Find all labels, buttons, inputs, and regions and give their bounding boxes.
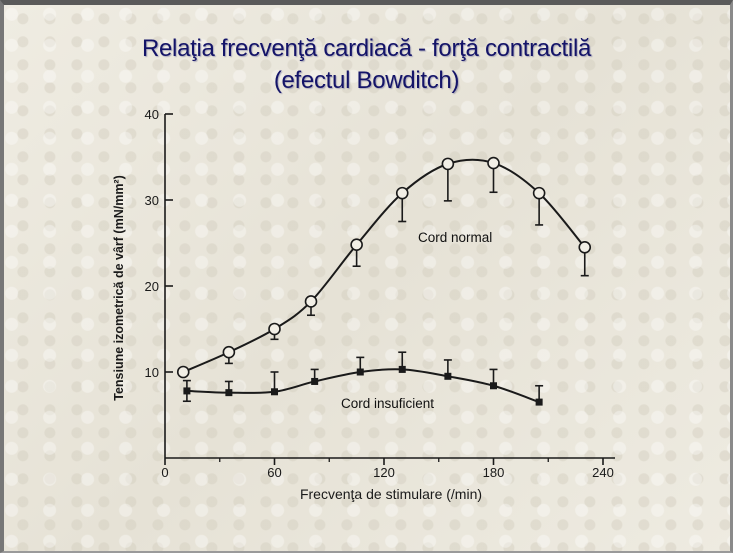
cord-normal-point	[395, 186, 409, 200]
cord-insuficient-point	[311, 377, 319, 385]
cord-insuficient-point	[356, 368, 364, 376]
x-tick-label: 60	[267, 465, 281, 480]
y-tick-label: 40	[145, 107, 159, 122]
chart-axes: 10 20 30 40 0 60 120 180 240	[145, 107, 615, 480]
series-label-cord-normal: Cord normal	[418, 230, 492, 245]
slide-subtitle: (efectul Bowditch)	[273, 67, 460, 94]
y-tick-label: 10	[145, 365, 159, 380]
cord-insuficient-point	[398, 365, 406, 373]
x-axis-label: Frecvenţa de stimulare (/min)	[300, 486, 482, 502]
cord-normal-point	[532, 186, 546, 200]
cord-insuficient-point	[444, 372, 452, 380]
cord-normal-point	[304, 295, 318, 308]
cord-normal-point	[222, 345, 236, 359]
y-tick-label: 20	[145, 279, 159, 294]
y-axis-label: Tensiune izometrică de vârf (mN/mm²)	[112, 175, 126, 401]
cord-normal-point	[350, 238, 363, 252]
cord-insuficient-point	[535, 398, 543, 406]
cord-normal-line	[182, 158, 586, 373]
chart-series	[176, 156, 592, 406]
series-label-cord-insuficient: Cord insuficient	[341, 396, 434, 411]
cord-normal-point	[487, 156, 500, 170]
cord-insuficient-point	[225, 389, 233, 397]
cord-normal-point	[268, 322, 281, 336]
cord-normal-point	[578, 241, 592, 254]
x-tick-label: 240	[592, 465, 614, 480]
cord-normal-point	[176, 365, 190, 379]
x-tick-label: 180	[483, 465, 505, 480]
cord-insuficient-point	[183, 387, 191, 395]
x-tick-label: 0	[161, 465, 168, 480]
cord-insuficient-point	[490, 382, 497, 390]
cord-insuficient-point	[271, 388, 278, 396]
y-tick-label: 30	[145, 193, 159, 208]
x-tick-label: 120	[373, 465, 395, 480]
slide-title: Relaţia frecvenţă cardiacă - forţă contr…	[141, 35, 592, 62]
cord-normal-point	[441, 157, 455, 171]
